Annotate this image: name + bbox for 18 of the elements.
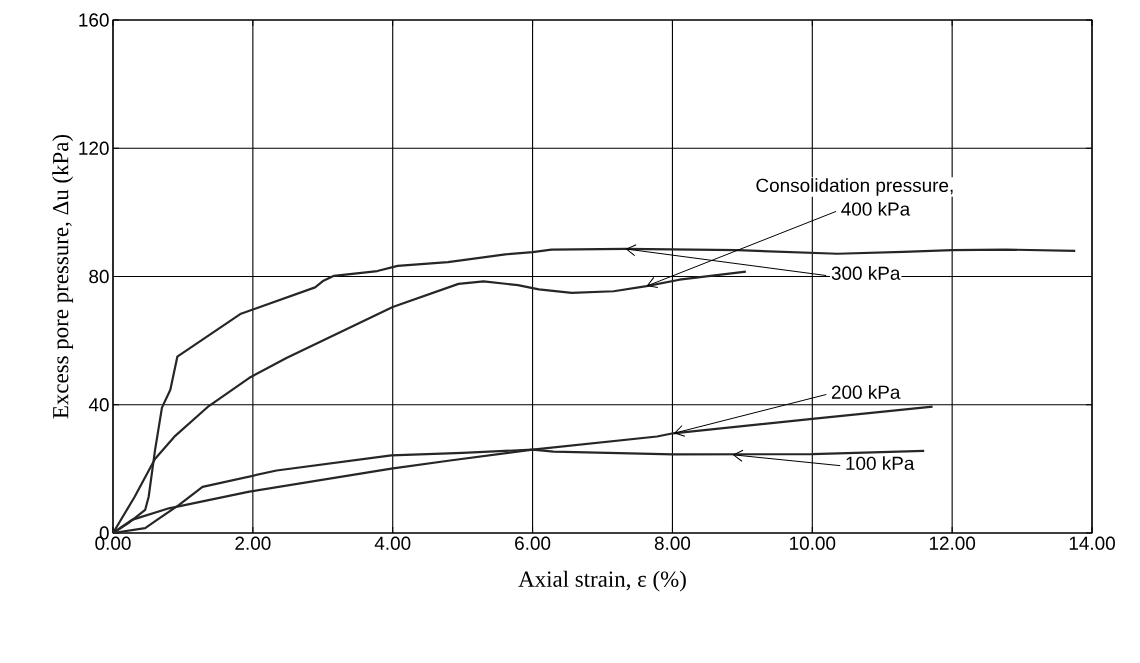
x-tick-label: 4.00 xyxy=(374,536,411,550)
annotation: 100 kPa xyxy=(846,456,915,471)
y-tick-label: 40 xyxy=(88,398,109,412)
y-tick-label: 80 xyxy=(89,269,109,284)
x-tick-label: 2.00 xyxy=(235,536,271,550)
annotation: 200 kPa xyxy=(831,384,901,399)
x-tick-label: 8.00 xyxy=(654,536,691,550)
y-tick-label: 160 xyxy=(79,13,109,27)
y-tick-label: 120 xyxy=(79,141,109,155)
annotation: Consolidation pressure, xyxy=(756,178,953,196)
annotation: 400 kPa xyxy=(841,201,911,216)
x-tick-label: 14.00 xyxy=(1069,536,1115,550)
annotation: 300 kPa xyxy=(831,266,901,280)
x-axis-title: Axial strain, ε (%) xyxy=(518,570,686,592)
x-tick-label: 12.00 xyxy=(929,536,976,550)
y-axis-title: Excess pore pressure, Δu (kPa) xyxy=(52,134,74,419)
x-tick-label: 6.00 xyxy=(515,536,551,550)
x-tick-label: 10.00 xyxy=(790,536,836,550)
